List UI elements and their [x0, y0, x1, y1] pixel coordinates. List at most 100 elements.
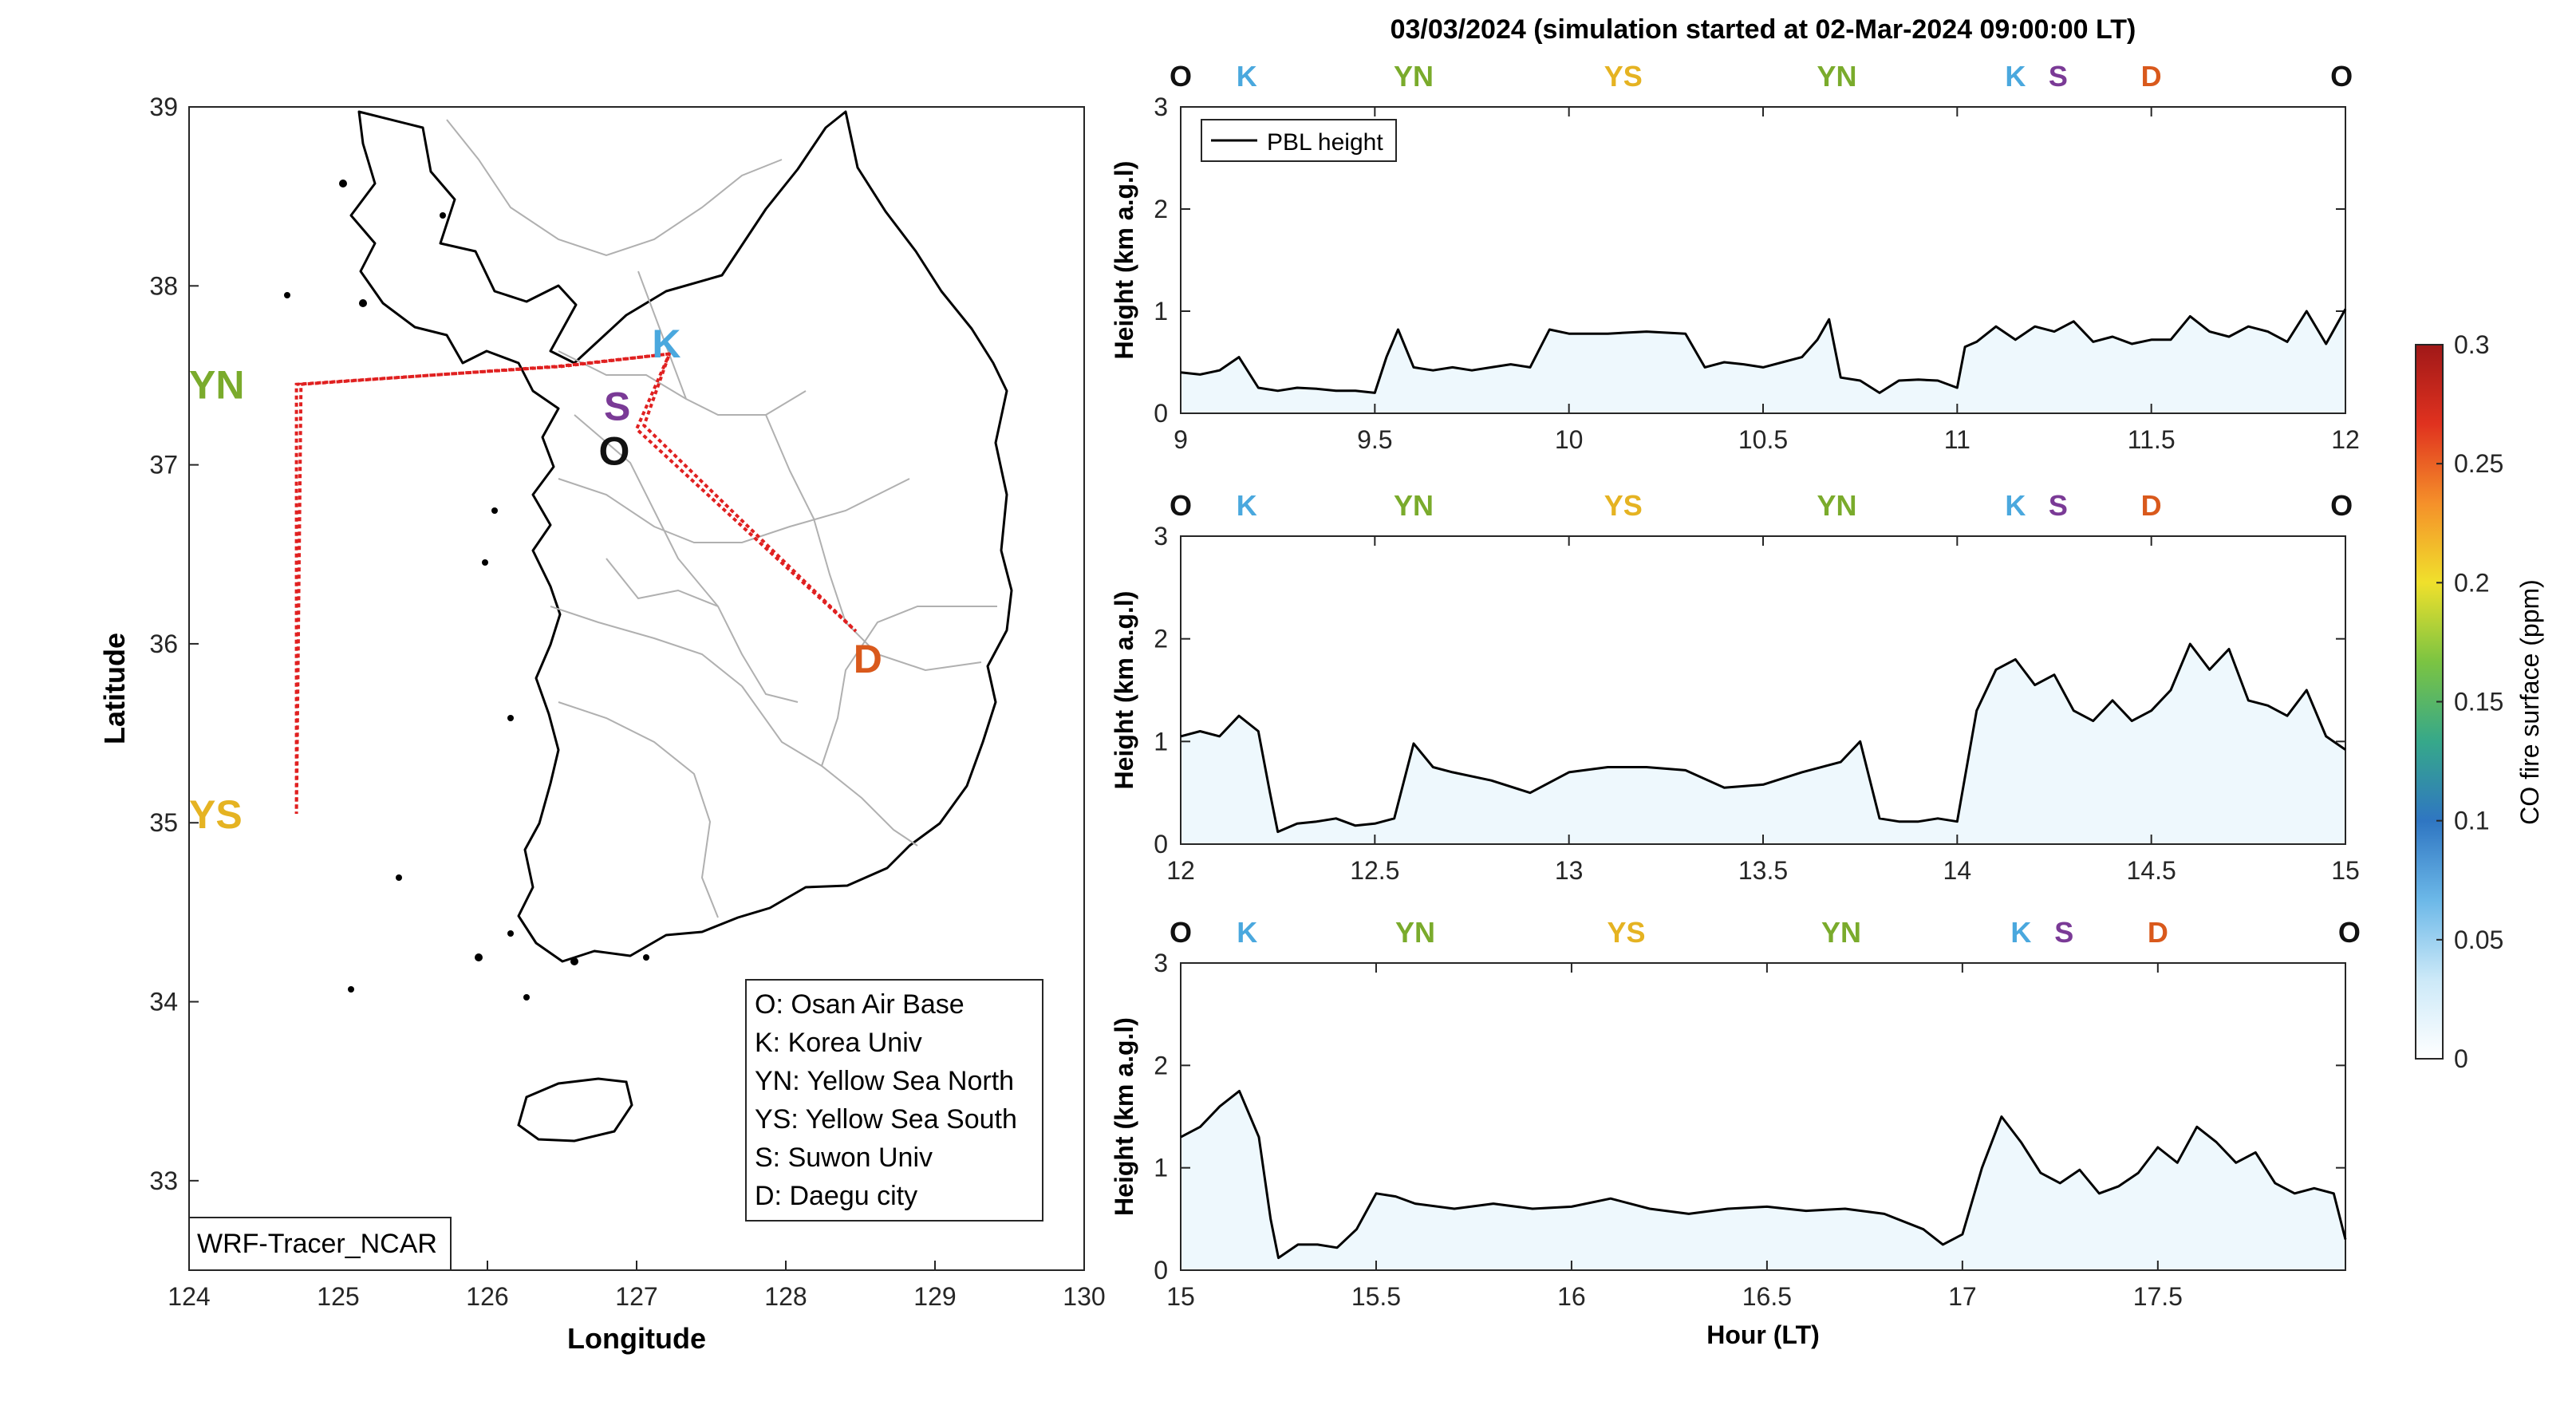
pbl-xlabel: Hour (LT)	[1706, 1320, 1820, 1349]
boundary-line	[637, 270, 687, 400]
pbl-ytick-label: 2	[1154, 195, 1168, 223]
island	[643, 954, 649, 961]
pbl-ytick-label: 3	[1154, 522, 1168, 551]
site-tag-yn: YN	[1394, 489, 1434, 522]
map-ytick-label: 39	[149, 93, 178, 121]
island	[523, 994, 530, 1001]
pbl-ytick-label: 3	[1154, 949, 1168, 977]
site-tag-k: K	[1237, 489, 1257, 522]
pbl-ytick-label: 2	[1154, 1051, 1168, 1079]
pbl-xtick-label: 12.5	[1350, 856, 1399, 885]
map-xtick-label: 126	[466, 1282, 508, 1311]
island	[482, 559, 488, 566]
legend-entry-ys: YS: Yellow Sea South	[755, 1104, 1017, 1135]
pbl-ytick-label: 1	[1154, 297, 1168, 326]
map-xtick-label: 124	[168, 1282, 210, 1311]
island	[359, 299, 367, 307]
site-tag-yn: YN	[1394, 60, 1434, 93]
map-xtick-label: 127	[615, 1282, 657, 1311]
colorbar-label: CO fire surface (ppm)	[2515, 579, 2544, 825]
map-ytick-label: 33	[149, 1166, 178, 1195]
pbl-ytick-label: 2	[1154, 625, 1168, 653]
pbl-xtick-label: 9	[1174, 425, 1188, 454]
site-tag-k: K	[2005, 489, 2026, 522]
pbl-ytick-label: 1	[1154, 727, 1168, 756]
colorbar-tick-label: 0.15	[2454, 688, 2503, 716]
map-ytick-label: 36	[149, 630, 178, 658]
pbl-xtick-label: 13.5	[1738, 856, 1788, 885]
site-tag-k: K	[2005, 60, 2026, 93]
colorbar-tick-label: 0.25	[2454, 449, 2503, 478]
co-fire-shading	[1181, 1091, 2345, 1270]
site-tag-yn: YN	[1817, 489, 1856, 522]
map-yticks: 33 34 35 36 37 38 39	[149, 93, 199, 1195]
map-ytick-label: 38	[149, 271, 178, 300]
pbl-xtick-label: 17	[1948, 1282, 1977, 1311]
pbl-panel-3: 15 15.5 16 16.5 17 17.5 0 1 2 3 Height (km a.g.l) H…	[1110, 916, 2361, 1349]
colorbar: 0 0.05 0.1 0.15 0.2 0.25 0.3 CO fire surface (…	[2415, 330, 2544, 1073]
boundary-line	[606, 558, 719, 607]
pbl-legend: PBL height	[1201, 119, 1397, 162]
pbl-legend-label: PBL height	[1267, 129, 1383, 156]
island	[284, 292, 290, 298]
island	[507, 930, 514, 937]
pbl-ytick-label: 3	[1154, 93, 1168, 121]
island	[440, 212, 446, 219]
map-legend: O: Osan Air Base K: Korea Univ YN: Yello…	[745, 979, 1043, 1222]
site-tag-yn: YN	[1817, 60, 1856, 93]
pbl-xtick-label: 16	[1557, 1282, 1586, 1311]
island	[339, 180, 347, 187]
korea-landmass	[284, 110, 1013, 1143]
pbl-axes-frame	[1180, 962, 2346, 1271]
site-tag-o: O	[1170, 489, 1192, 522]
pbl-ylabel: Height (km a.g.l)	[1110, 161, 1138, 360]
pbl-ylabel: Height (km a.g.l)	[1110, 591, 1138, 790]
jeju-island-outline	[517, 1077, 633, 1143]
boundary-line	[558, 701, 719, 918]
site-label-s: S	[604, 385, 630, 429]
pbl-xtick-label: 17.5	[2133, 1282, 2183, 1311]
co-fire-shading	[1181, 309, 2345, 413]
legend-entry-d: D: Daegu city	[755, 1181, 917, 1211]
figure-title: 03/03/2024 (simulation started at 02-Mar…	[1391, 14, 2136, 45]
island	[348, 986, 354, 993]
pbl-height-line	[1180, 642, 2346, 834]
site-tag-k: K	[2010, 916, 2031, 949]
site-label-ys: YS	[189, 792, 243, 837]
colorbar-tick-label: 0	[2454, 1044, 2468, 1073]
pbl-xtick-label: 11	[1944, 425, 1970, 454]
site-tag-ys: YS	[1604, 60, 1643, 93]
colorbar-tick-label: 0.3	[2454, 330, 2489, 359]
site-tag-k: K	[1237, 60, 1257, 93]
west-coast-islands	[284, 180, 649, 1001]
colorbar-tick-label: 0.1	[2454, 807, 2489, 835]
map-xlabel: Longitude	[567, 1322, 706, 1355]
colorbar-tick-label: 0.05	[2454, 926, 2503, 954]
legend-entry-yn: YN: Yellow Sea North	[755, 1066, 1014, 1096]
watermark-frame	[188, 1217, 452, 1271]
site-tag-yn: YN	[1821, 916, 1861, 949]
map-xtick-label: 125	[317, 1282, 359, 1311]
site-tag-o: O	[2330, 60, 2353, 93]
co-fire-shading	[1181, 644, 2345, 844]
pbl-height-line	[1180, 1089, 2347, 1260]
pbl-xtick-label: 15.5	[1351, 1282, 1401, 1311]
boundary-line	[765, 414, 982, 672]
site-tag-ys: YS	[1608, 916, 1646, 949]
boundary-line	[446, 119, 783, 257]
site-label-o: O	[598, 429, 629, 474]
site-label-d: D	[854, 637, 882, 681]
pbl-xtick-label: 14	[1943, 856, 1972, 885]
site-label-yn: YN	[189, 363, 244, 408]
map-xtick-label: 128	[764, 1282, 807, 1311]
island	[491, 507, 498, 514]
map-xtick-label: 130	[1063, 1282, 1105, 1311]
boundary-line	[550, 606, 743, 687]
island	[507, 715, 514, 721]
site-tag-k: K	[1237, 916, 1257, 949]
colorbar-tick-label: 0.2	[2454, 568, 2489, 597]
site-markers: KSO YN YS D	[189, 322, 882, 837]
